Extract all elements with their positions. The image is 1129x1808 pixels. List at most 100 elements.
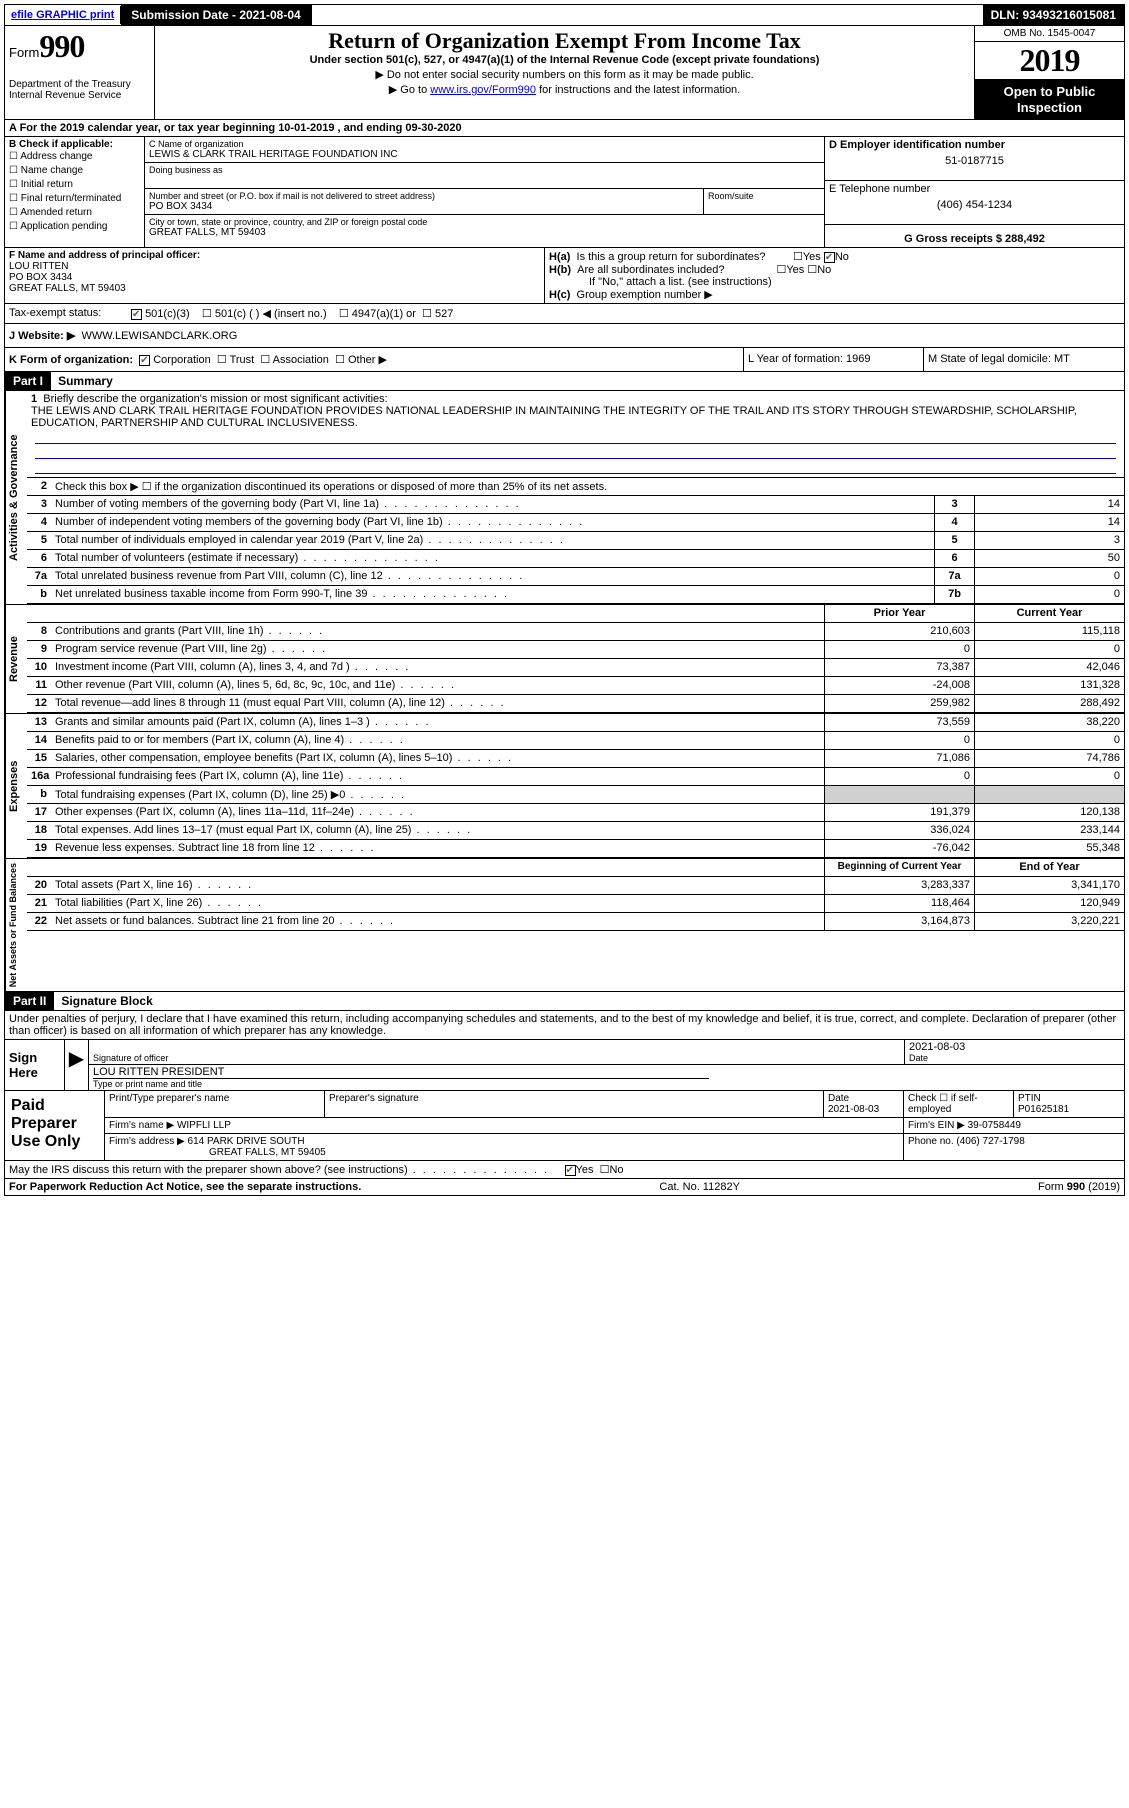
line-19: 19Revenue less expenses. Subtract line 1… xyxy=(27,840,1124,858)
goto-suffix: for instructions and the latest informat… xyxy=(536,84,740,96)
firm-ein: 39-0758449 xyxy=(968,1120,1021,1131)
website-val: WWW.LEWISANDCLARK.ORG xyxy=(81,330,237,342)
chk-pending[interactable]: ☐ Application pending xyxy=(9,220,140,234)
mission-block: 1 Briefly describe the organization's mi… xyxy=(27,391,1124,478)
discuss-yes-chk[interactable] xyxy=(565,1165,576,1176)
instruction-2: ▶ Go to www.irs.gov/Form990 for instruct… xyxy=(161,83,968,96)
blank-3 xyxy=(35,460,1116,474)
exp-body: Expenses 13Grants and similar amounts pa… xyxy=(5,713,1124,858)
part1-title: Summary xyxy=(54,372,117,390)
part2-header: Part II Signature Block xyxy=(5,991,1124,1011)
paid-preparer-grid: Paid Preparer Use Only Print/Type prepar… xyxy=(5,1090,1124,1161)
opt-501c: 501(c) ( ) ◀ (insert no.) xyxy=(215,308,327,320)
ha-row: H(a) Is this a group return for subordin… xyxy=(549,250,1120,263)
sign-here-grid: Sign Here ▶ Signature of officer 2021-08… xyxy=(5,1039,1124,1090)
hb-no[interactable]: No xyxy=(817,264,831,276)
gov-line-b: bNet unrelated business taxable income f… xyxy=(27,586,1124,604)
type-name-lbl: Type or print name and title xyxy=(93,1078,709,1089)
org-name-box: C Name of organization LEWIS & CLARK TRA… xyxy=(145,137,824,163)
hc-row: H(c) Group exemption number ▶ xyxy=(549,288,1120,301)
gov-line-5: 5Total number of individuals employed in… xyxy=(27,532,1124,550)
chk-name[interactable]: ☐ Name change xyxy=(9,164,140,178)
paid-lbl: Paid Preparer Use Only xyxy=(5,1091,105,1160)
q1-num: 1 xyxy=(31,393,37,405)
summary-body: Activities & Governance 1 Briefly descri… xyxy=(5,391,1124,604)
ein-val: 51-0187715 xyxy=(829,151,1120,167)
check-self[interactable]: Check ☐ if self-employed xyxy=(904,1091,1014,1117)
line-15: 15Salaries, other compensation, employee… xyxy=(27,750,1124,768)
form-subtitle: Under section 501(c), 527, or 4947(a)(1)… xyxy=(161,54,968,66)
q2-text: Check this box ▶ ☐ if the organization d… xyxy=(51,478,1124,495)
dept-irs: Internal Revenue Service xyxy=(9,90,150,101)
line-9: 9Program service revenue (Part VIII, lin… xyxy=(27,641,1124,659)
gov-line-6: 6Total number of volunteers (estimate if… xyxy=(27,550,1124,568)
chk-final-lbl: Final return/terminated xyxy=(21,193,122,204)
chk-initial[interactable]: ☐ Initial return xyxy=(9,178,140,192)
street-lbl: Number and street (or P.O. box if mail i… xyxy=(149,191,699,201)
footer: For Paperwork Reduction Act Notice, see … xyxy=(5,1179,1124,1195)
org-name-lbl: C Name of organization xyxy=(149,139,820,149)
ha-yes[interactable]: Yes xyxy=(803,251,821,263)
firm-name-lbl: Firm's name ▶ xyxy=(109,1120,174,1131)
chk-address-lbl: Address change xyxy=(20,151,92,162)
chk-corp[interactable] xyxy=(139,355,150,366)
website-lbl: J Website: ▶ xyxy=(9,330,75,342)
ptin-lbl: PTIN xyxy=(1018,1093,1120,1104)
sig-officer-lbl: Signature of officer xyxy=(93,1053,900,1063)
chk-amended[interactable]: ☐ Amended return xyxy=(9,206,140,220)
opt-other: Other ▶ xyxy=(348,354,387,366)
year-box: OMB No. 1545-0047 2019 Open to Public In… xyxy=(974,26,1124,119)
k-form-org: K Form of organization: Corporation ☐ Tr… xyxy=(5,348,744,371)
goto-prefix: ▶ Go to xyxy=(389,84,430,96)
prep-row-3: Firm's address ▶ 614 PARK DRIVE SOUTH GR… xyxy=(105,1134,1124,1160)
prep-row-2: Firm's name ▶ WIPFLI LLP Firm's EIN ▶ 39… xyxy=(105,1118,1124,1134)
chk-address[interactable]: ☐ Address change xyxy=(9,150,140,164)
street-val: PO BOX 3434 xyxy=(149,201,699,212)
officer-addr2: GREAT FALLS, MT 59403 xyxy=(9,283,540,294)
line-10: 10Investment income (Part VIII, column (… xyxy=(27,659,1124,677)
line-22: 22Net assets or fund balances. Subtract … xyxy=(27,913,1124,931)
chk-amended-lbl: Amended return xyxy=(20,207,92,218)
row-a-period: A For the 2019 calendar year, or tax yea… xyxy=(5,120,1124,137)
officer-name-title: LOU RITTEN PRESIDENT xyxy=(93,1066,1120,1078)
line-b: bTotal fundraising expenses (Part IX, co… xyxy=(27,786,1124,804)
line-14: 14Benefits paid to or for members (Part … xyxy=(27,732,1124,750)
room-lbl: Room/suite xyxy=(704,189,824,215)
hc-lbl: H(c) xyxy=(549,289,570,301)
footer-mid: Cat. No. 11282Y xyxy=(659,1181,740,1193)
discuss-yes: Yes xyxy=(576,1164,594,1176)
phone-lbl: E Telephone number xyxy=(829,183,1120,195)
q1-text: Briefly describe the organization's miss… xyxy=(43,393,387,405)
sign-here-lbl: Sign Here xyxy=(5,1040,65,1090)
opt-501c3: 501(c)(3) xyxy=(145,308,190,320)
hb-row: H(b) Are all subordinates included? ☐Yes… xyxy=(549,263,1120,276)
rev-body: Revenue Prior Year Current Year 8Contrib… xyxy=(5,604,1124,713)
efile-link[interactable]: efile GRAPHIC print xyxy=(5,6,121,24)
firm-phone-lbl: Phone no. xyxy=(908,1136,954,1147)
prep-sig-lbl: Preparer's signature xyxy=(329,1093,819,1104)
discuss-text: May the IRS discuss this return with the… xyxy=(9,1164,549,1176)
header-bar: efile GRAPHIC print Submission Date - 20… xyxy=(5,5,1124,26)
sig-date: 2021-08-03 xyxy=(909,1041,1120,1053)
ha-no-check[interactable] xyxy=(824,252,835,263)
line-8: 8Contributions and grants (Part VIII, li… xyxy=(27,623,1124,641)
line-17: 17Other expenses (Part IX, column (A), l… xyxy=(27,804,1124,822)
chk-final[interactable]: ☐ Final return/terminated xyxy=(9,192,140,206)
side-governance: Activities & Governance xyxy=(5,391,27,604)
instruction-1: ▶ Do not enter social security numbers o… xyxy=(161,68,968,81)
irs-link[interactable]: www.irs.gov/Form990 xyxy=(430,84,536,96)
part2-title: Signature Block xyxy=(57,992,156,1010)
fh-row: F Name and address of principal officer:… xyxy=(5,248,1124,304)
street-row: Number and street (or P.O. box if mail i… xyxy=(145,189,824,215)
form-title: Return of Organization Exempt From Incom… xyxy=(161,28,968,54)
gross-receipts: G Gross receipts $ 288,492 xyxy=(825,225,1124,247)
blank-2 xyxy=(35,445,1116,459)
form-number-box: Form990 Department of the Treasury Inter… xyxy=(5,26,155,119)
col-d-ids: D Employer identification number 51-0187… xyxy=(824,137,1124,247)
side-expenses: Expenses xyxy=(5,714,27,858)
chk-501c3[interactable] xyxy=(131,309,142,320)
ha-lbl: H(a) xyxy=(549,251,570,263)
part1-badge: Part I xyxy=(5,372,51,390)
ptin-val: P01625181 xyxy=(1018,1104,1120,1115)
hb-yes[interactable]: Yes xyxy=(786,264,804,276)
